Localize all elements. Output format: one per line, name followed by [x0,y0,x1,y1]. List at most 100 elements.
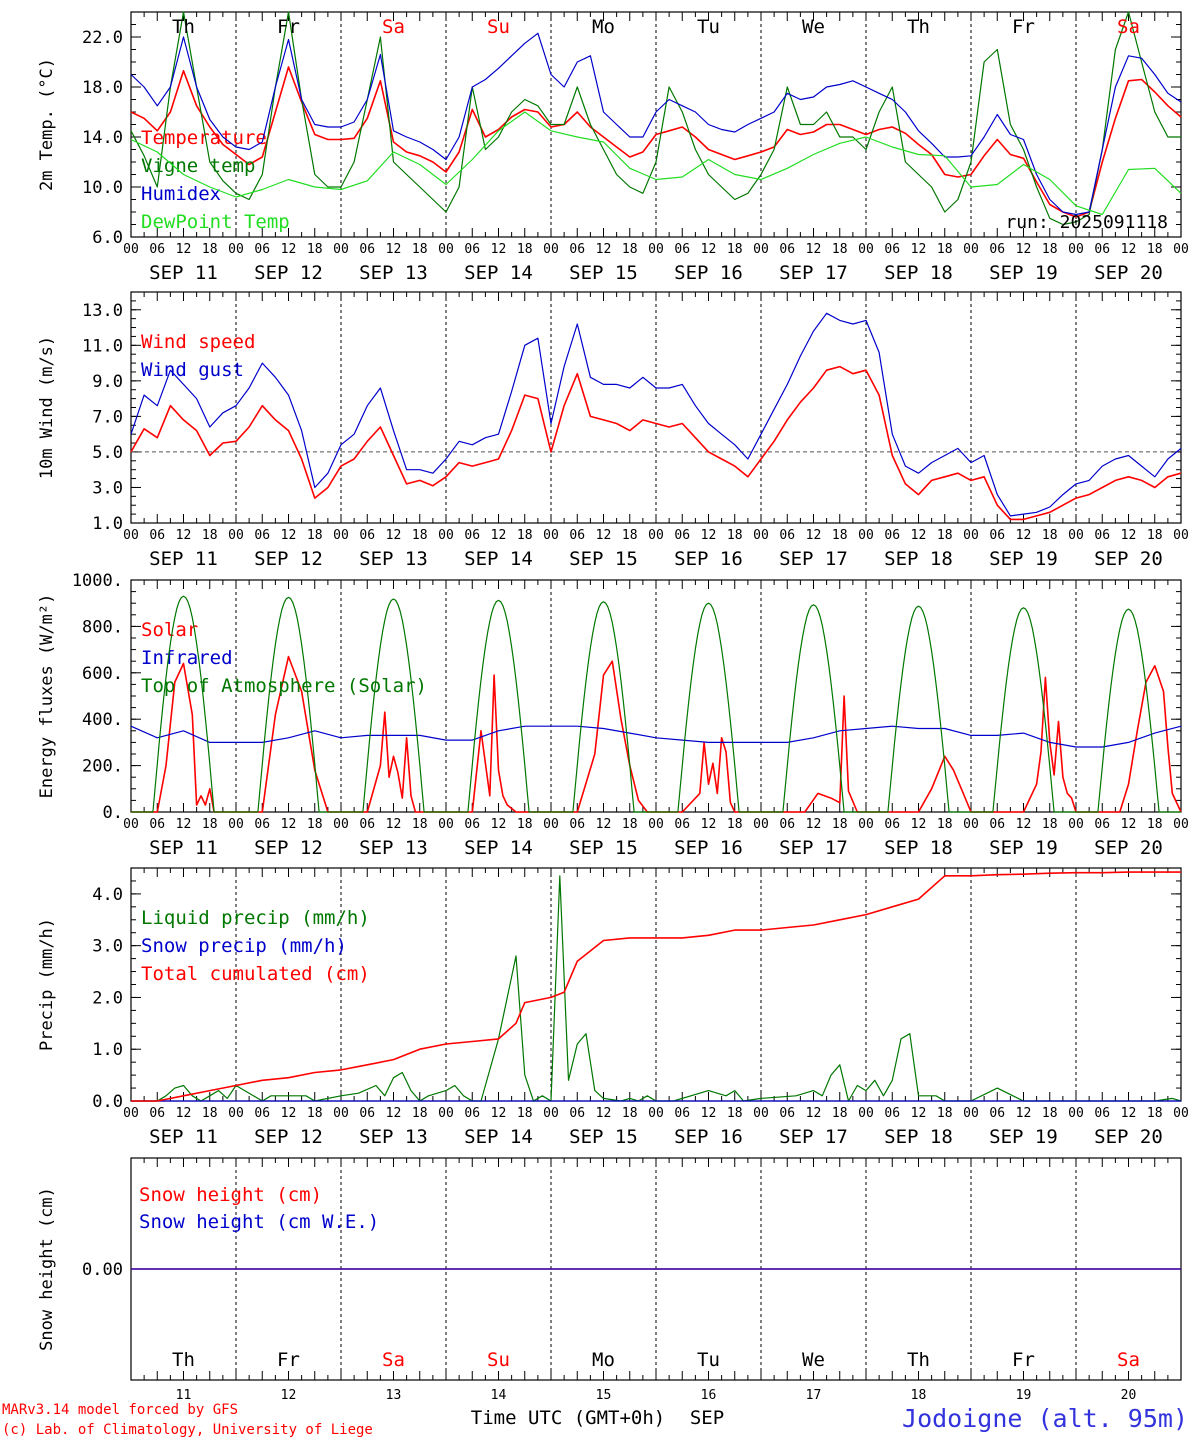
hour-tick-label: 18 [832,528,848,543]
date-label: SEP 16 [674,1126,743,1148]
date-label: SEP 15 [569,837,638,859]
series-line-humidex [130,32,1182,216]
hour-tick-label: 00 [438,242,454,257]
hour-tick-label: 18 [1042,528,1058,543]
panel-2: 1.0 3.0 5.0 7.0 9.0 11.0 13.0 10m Wind (m/s) Win… [37,291,1189,570]
hour-tick-label: 00 [753,528,769,543]
hour-tick-label: 06 [1094,242,1110,257]
day-number-label: 15 [596,1388,612,1403]
y-tick-label: 3.0 [92,937,123,957]
hour-tick-label: 12 [1016,817,1032,832]
hour-tick-label: 06 [464,528,480,543]
hour-tick-label: 18 [412,242,428,257]
date-label: SEP 18 [884,262,953,284]
hour-tick-label: 18 [202,528,218,543]
hour-tick-label: 06 [359,528,375,543]
date-label: SEP 18 [884,837,953,859]
weekday-label-top: Tu [697,16,720,38]
hour-tick-label: 18 [727,242,743,257]
hour-tick-label: 00 [228,817,244,832]
hour-tick-label: 12 [1121,528,1137,543]
y-tick-label: 800. [82,617,123,637]
hour-tick-label: 18 [832,1106,848,1121]
hour-tick-label: 18 [517,242,533,257]
date-label: SEP 11 [149,262,218,284]
hour-tick-label: 12 [176,817,192,832]
hour-tick-label: 06 [1094,817,1110,832]
weekday-label-bottom: Su [487,1349,510,1371]
date-label: SEP 15 [569,262,638,284]
hour-tick-label: 00 [753,817,769,832]
hour-tick-label: 00 [228,242,244,257]
hour-tick-label: 06 [674,1106,690,1121]
y-tick-label: 0. [103,803,123,823]
date-label: SEP 13 [359,548,428,570]
run-label: run: 2025091118 [1005,212,1168,233]
weekday-label-top: Su [487,16,510,38]
hour-tick-label: 00 [1173,1106,1189,1121]
date-label: SEP 20 [1094,262,1163,284]
month-label: SEP [690,1407,724,1429]
hour-tick-label: 12 [911,528,927,543]
hour-tick-label: 00 [123,242,139,257]
hour-tick-label: 12 [386,817,402,832]
hour-tick-label: 06 [149,242,165,257]
day-number-label: 16 [701,1388,717,1403]
hour-tick-label: 18 [937,817,953,832]
date-label: SEP 18 [884,548,953,570]
hour-tick-label: 12 [1121,817,1137,832]
hour-tick-label: 18 [202,242,218,257]
weekday-label-top: Th [172,16,195,38]
hour-tick-label: 12 [491,242,507,257]
hour-tick-label: 06 [569,1106,585,1121]
date-label: SEP 16 [674,837,743,859]
series-line-dewpoint-temp [130,111,1182,216]
hour-tick-label: 12 [596,242,612,257]
hour-tick-label: 06 [359,242,375,257]
credit-lab: (c) Lab. of Climatology, University of L… [2,1422,373,1438]
hour-tick-label: 12 [911,1106,927,1121]
hour-tick-label: 00 [438,1106,454,1121]
hour-tick-label: 00 [648,1106,664,1121]
series-line-vigne-temp [130,11,1181,226]
date-label: SEP 19 [989,548,1058,570]
hour-tick-label: 06 [779,528,795,543]
hour-tick-label: 18 [622,1106,638,1121]
day-number-label: 17 [806,1388,822,1403]
hour-tick-label: 18 [307,528,323,543]
hour-tick-label: 18 [727,817,743,832]
hour-tick-label: 06 [779,817,795,832]
hour-tick-label: 12 [806,528,822,543]
legend-entry: Snow height (cm) [139,1184,322,1206]
hour-tick-label: 12 [491,528,507,543]
hour-tick-label: 18 [832,242,848,257]
hour-tick-label: 00 [123,817,139,832]
hour-tick-label: 06 [149,817,165,832]
legend-entry: Temperature [141,127,267,149]
date-label: SEP 17 [779,1126,848,1148]
weekday-label-bottom: Tu [697,1349,720,1371]
hour-tick-label: 18 [937,1106,953,1121]
weekday-label-bottom: Th [172,1349,195,1371]
hour-tick-label: 12 [1016,242,1032,257]
hour-tick-label: 06 [254,242,270,257]
hour-tick-label: 18 [307,817,323,832]
legend-entry: Snow height (cm W.E.) [139,1211,379,1233]
weekday-label-top: Th [907,16,930,38]
hour-tick-label: 00 [123,1106,139,1121]
y-axis-label: Energy fluxes (W/m²) [37,594,57,799]
hour-tick-label: 18 [412,528,428,543]
y-axis-label: 10m Wind (m/s) [37,336,57,479]
hour-tick-label: 12 [596,528,612,543]
day-number-label: 20 [1121,1388,1137,1403]
hour-tick-label: 12 [281,1106,297,1121]
hour-tick-label: 00 [228,528,244,543]
hour-tick-label: 06 [254,817,270,832]
date-label: SEP 14 [464,837,533,859]
hour-tick-label: 06 [779,242,795,257]
hour-tick-label: 06 [464,817,480,832]
legend-entry: DewPoint Temp [141,211,290,233]
hour-tick-label: 18 [1147,528,1163,543]
date-label: SEP 12 [254,837,323,859]
hour-tick-label: 00 [333,1106,349,1121]
